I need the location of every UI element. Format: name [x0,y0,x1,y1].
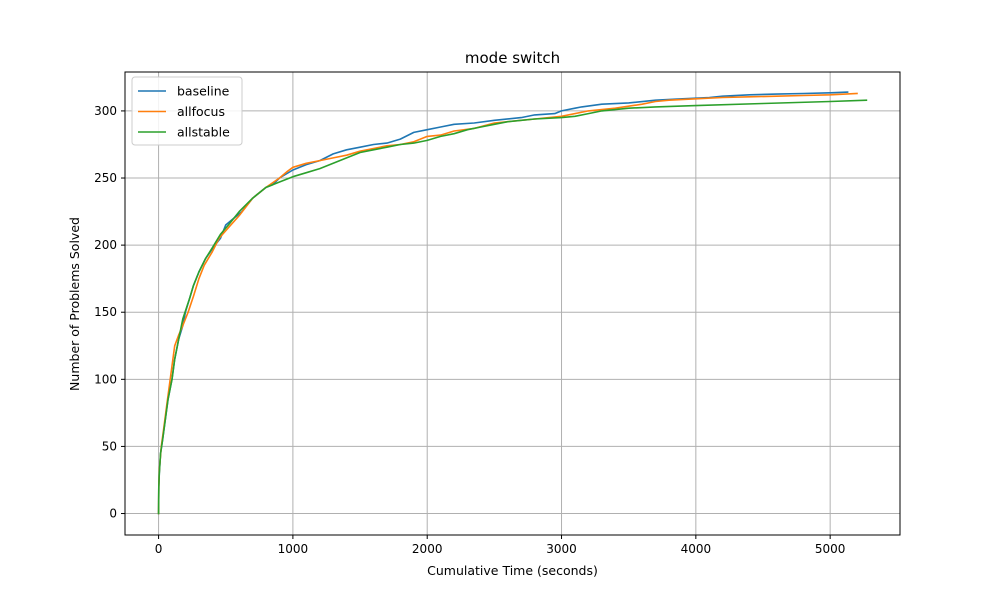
y-tick-label: 50 [102,439,117,453]
plot-frame [124,71,901,536]
y-tick-label: 300 [94,104,117,118]
legend-label-baseline: baseline [177,84,230,99]
legend-label-allstable: allstable [177,125,230,140]
y-axis-ticks: 0 50 100 150 200 250 300 [94,104,125,521]
y-axis-label: Number of Problems Solved [67,217,82,391]
series-line-allstable [157,99,868,515]
x-tick-label: 3000 [546,542,577,556]
x-tick-label: 5000 [815,542,846,556]
legend-label-allfocus: allfocus [177,104,225,119]
x-axis-ticks: 0 1000 2000 3000 4000 5000 [155,535,846,556]
series-layer [157,91,868,515]
legend: baseline allfocus allstable [131,76,243,146]
y-tick-label: 0 [109,507,117,521]
y-tick-label: 100 [94,372,117,386]
series-line-allfocus [157,92,858,515]
chart-title: mode switch [465,49,560,67]
y-tick-label: 150 [94,305,117,319]
legend-box [131,76,243,146]
y-tick-label: 200 [94,238,117,252]
x-tick-label: 0 [155,542,163,556]
x-tick-label: 2000 [412,542,443,556]
x-tick-label: 1000 [278,542,309,556]
x-axis-label: Cumulative Time (seconds) [427,563,598,578]
y-tick-label: 250 [94,171,117,185]
series-line-baseline [157,91,849,515]
grid [125,72,900,535]
x-tick-label: 4000 [681,542,712,556]
